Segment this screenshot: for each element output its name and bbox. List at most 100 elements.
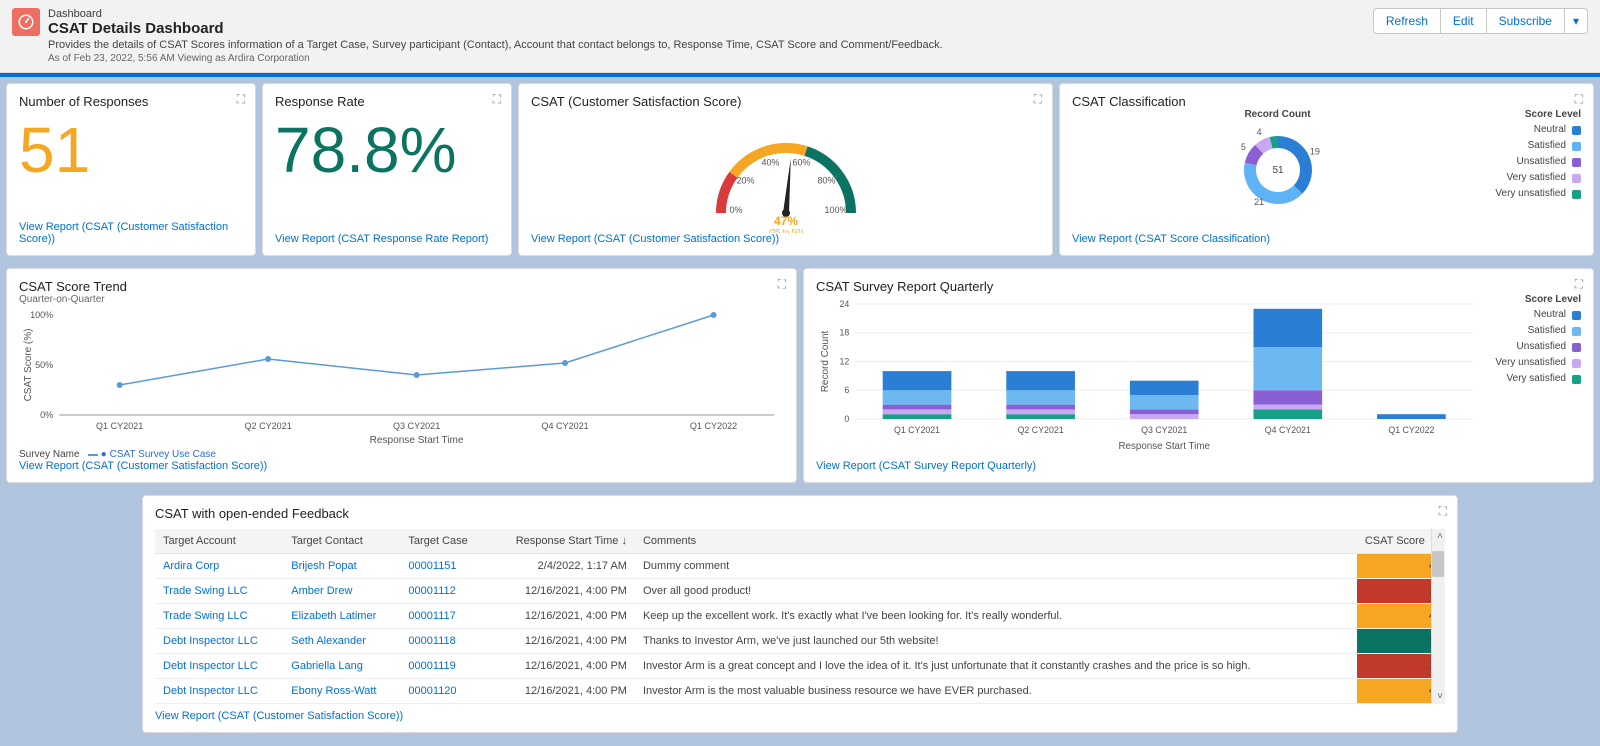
comment-cell: Thanks to Investor Arm, we've just launc… — [635, 629, 1357, 654]
svg-text:19: 19 — [1309, 146, 1319, 156]
svg-text:50%: 50% — [35, 360, 53, 370]
contact-link[interactable]: Elizabeth Latimer — [283, 604, 400, 629]
svg-text:24: 24 — [840, 299, 850, 309]
metric-value: 78.8% — [275, 109, 499, 193]
card-subtitle: Quarter-on-Quarter — [19, 294, 784, 305]
expand-icon[interactable]: ⛶ — [778, 277, 786, 292]
case-link[interactable]: 00001118 — [400, 629, 487, 654]
view-report-link[interactable]: View Report (CSAT Response Rate Report) — [275, 233, 499, 245]
gauge-chart: 0%20%40%60%80%100%47%(25 to 50) — [656, 113, 916, 233]
card-title: CSAT Score Trend — [19, 279, 784, 294]
svg-text:4: 4 — [1256, 127, 1261, 137]
expand-icon[interactable]: ⛶ — [493, 92, 501, 107]
time-cell: 12/16/2021, 4:00 PM — [488, 679, 635, 704]
svg-text:20%: 20% — [736, 176, 754, 186]
account-link[interactable]: Ardira Corp — [155, 554, 283, 579]
legend: Score LevelNeutralSatisfiedUnsatisfiedVe… — [1491, 109, 1581, 233]
scroll-down-icon[interactable]: ˅ — [1437, 691, 1443, 702]
dashboard-icon — [12, 8, 40, 36]
table-row: Trade Swing LLC Elizabeth Latimer 000011… — [155, 604, 1445, 629]
svg-text:Q1 CY2022: Q1 CY2022 — [690, 421, 737, 431]
case-link[interactable]: 00001117 — [400, 604, 487, 629]
card-trend: ⛶ CSAT Score Trend Quarter-on-Quarter 0%… — [6, 268, 797, 483]
account-link[interactable]: Trade Swing LLC — [155, 604, 283, 629]
subscribe-button[interactable]: Subscribe — [1487, 8, 1565, 34]
scroll-up-icon[interactable]: ˄ — [1437, 531, 1443, 542]
header-actions: Refresh Edit Subscribe ▾ — [1373, 8, 1588, 34]
account-link[interactable]: Debt Inspector LLC — [155, 654, 283, 679]
case-link[interactable]: 00001120 — [400, 679, 487, 704]
account-link[interactable]: Debt Inspector LLC — [155, 629, 283, 654]
table-row: Ardira Corp Brijesh Popat 00001151 2/4/2… — [155, 554, 1445, 579]
column-header[interactable]: Response Start Time ↓ — [488, 529, 635, 554]
as-of-text: As of Feb 23, 2022, 5:56 AM Viewing as A… — [48, 53, 943, 64]
column-header[interactable]: Target Contact — [283, 529, 400, 554]
contact-link[interactable]: Ebony Ross-Watt — [283, 679, 400, 704]
card-title: CSAT Classification — [1072, 94, 1581, 109]
time-cell: 12/16/2021, 4:00 PM — [488, 629, 635, 654]
view-report-link[interactable]: View Report (CSAT Score Classification) — [1072, 233, 1581, 245]
column-header[interactable]: Comments — [635, 529, 1357, 554]
table-row: Debt Inspector LLC Gabriella Lang 000011… — [155, 654, 1445, 679]
breadcrumb[interactable]: Dashboard — [48, 8, 943, 20]
card-quarterly: ⛶ CSAT Survey Report Quarterly 06121824Q… — [803, 268, 1594, 483]
svg-text:18: 18 — [840, 328, 850, 338]
expand-icon[interactable]: ⛶ — [1034, 92, 1042, 107]
case-link[interactable]: 00001119 — [400, 654, 487, 679]
refresh-button[interactable]: Refresh — [1373, 8, 1441, 34]
expand-icon[interactable]: ⛶ — [237, 92, 245, 107]
svg-text:60%: 60% — [792, 157, 810, 167]
svg-text:21: 21 — [1254, 197, 1264, 207]
svg-text:5: 5 — [1240, 142, 1245, 152]
scroll-thumb[interactable] — [1432, 551, 1444, 577]
comment-cell: Investor Arm is a great concept and I lo… — [635, 654, 1357, 679]
card-feedback: ⛶ CSAT with open-ended Feedback Target A… — [142, 495, 1458, 733]
account-link[interactable]: Debt Inspector LLC — [155, 679, 283, 704]
svg-text:Q4 CY2021: Q4 CY2021 — [541, 421, 588, 431]
case-link[interactable]: 00001151 — [400, 554, 487, 579]
svg-text:47%: 47% — [773, 214, 797, 228]
card-classification: ⛶ CSAT Classification Record Count 19215… — [1059, 83, 1594, 256]
svg-text:12: 12 — [840, 356, 850, 366]
view-report-link[interactable]: View Report (CSAT (Customer Satisfaction… — [531, 233, 1040, 245]
column-header[interactable]: Target Case — [400, 529, 487, 554]
case-link[interactable]: 00001112 — [400, 579, 487, 604]
edit-button[interactable]: Edit — [1441, 8, 1487, 34]
time-cell: 12/16/2021, 4:00 PM — [488, 604, 635, 629]
page-description: Provides the details of CSAT Scores info… — [48, 39, 943, 51]
card-title: CSAT with open-ended Feedback — [155, 506, 1445, 521]
column-header[interactable]: Target Account — [155, 529, 283, 554]
svg-text:Q3 CY2021: Q3 CY2021 — [393, 421, 440, 431]
card-title: CSAT (Customer Satisfaction Score) — [531, 94, 1040, 109]
svg-text:Q1 CY2022: Q1 CY2022 — [1388, 425, 1434, 435]
contact-link[interactable]: Amber Drew — [283, 579, 400, 604]
expand-icon[interactable]: ⛶ — [1439, 504, 1447, 519]
expand-icon[interactable]: ⛶ — [1575, 92, 1583, 107]
card-responses: ⛶ Number of Responses 51 View Report (CS… — [6, 83, 256, 256]
view-report-link[interactable]: View Report (CSAT Survey Report Quarterl… — [816, 460, 1581, 472]
contact-link[interactable]: Gabriella Lang — [283, 654, 400, 679]
svg-text:Response Start Time: Response Start Time — [1118, 441, 1210, 452]
svg-text:100%: 100% — [824, 205, 847, 215]
table-row: Trade Swing LLC Amber Drew 00001112 12/1… — [155, 579, 1445, 604]
more-actions-button[interactable]: ▾ — [1565, 8, 1588, 34]
scrollbar[interactable]: ˄ ˅ — [1431, 529, 1445, 704]
comment-cell: Investor Arm is the most valuable busine… — [635, 679, 1357, 704]
svg-text:Response Start Time: Response Start Time — [370, 435, 464, 445]
svg-text:Q4 CY2021: Q4 CY2021 — [1265, 425, 1311, 435]
expand-icon[interactable]: ⛶ — [1575, 277, 1583, 292]
account-link[interactable]: Trade Swing LLC — [155, 579, 283, 604]
contact-link[interactable]: Brijesh Popat — [283, 554, 400, 579]
card-gauge: ⛶ CSAT (Customer Satisfaction Score) 0%2… — [518, 83, 1053, 256]
view-report-link[interactable]: View Report (CSAT (Customer Satisfaction… — [19, 221, 243, 245]
svg-text:40%: 40% — [761, 157, 779, 167]
svg-text:Record Count: Record Count — [820, 330, 831, 392]
view-report-link[interactable]: View Report (CSAT (Customer Satisfaction… — [155, 710, 1445, 722]
contact-link[interactable]: Seth Alexander — [283, 629, 400, 654]
svg-text:0%: 0% — [40, 410, 53, 420]
svg-text:Q1 CY2021: Q1 CY2021 — [894, 425, 940, 435]
card-title: CSAT Survey Report Quarterly — [816, 279, 1581, 294]
view-report-link[interactable]: View Report (CSAT (Customer Satisfaction… — [19, 460, 784, 472]
card-rate: ⛶ Response Rate 78.8% View Report (CSAT … — [262, 83, 512, 256]
svg-text:51: 51 — [1272, 165, 1284, 176]
